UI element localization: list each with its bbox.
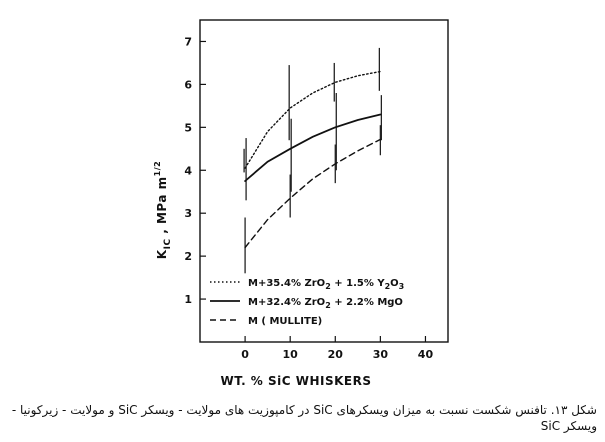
- y-tick-label: 7: [184, 35, 192, 48]
- legend-entry-part: 2: [325, 301, 331, 310]
- series-line-2: [244, 113, 382, 182]
- x-tick-label: 10: [283, 348, 299, 361]
- legend-entry-part: 2: [325, 282, 331, 291]
- y-axis-label-units: , MPa m: [155, 176, 169, 238]
- y-tick-label: 2: [184, 250, 192, 263]
- y-tick-label: 1: [184, 293, 192, 306]
- error-bars: [243, 47, 383, 274]
- legend-entry-1: M+35.4% ZrO2 + 1.5% Y2O3: [248, 278, 404, 291]
- legend-entry-part: + 1.5% Y: [331, 278, 386, 289]
- x-tick-label: 20: [328, 348, 344, 361]
- y-axis-label: KIC , MPa m1/2: [153, 161, 173, 259]
- figure-caption: شکل ۱۳. تافنس شکست نسبت به میزان ویسکرها…: [11, 403, 597, 433]
- plot-frame: [199, 19, 449, 343]
- legend-entry-part: 2: [385, 282, 391, 291]
- series-line-3: [244, 138, 382, 249]
- legend-entry-part: M+32.4% ZrO: [248, 297, 325, 308]
- x-tick-label: 0: [241, 348, 249, 361]
- y-axis-label-k: K: [155, 249, 169, 259]
- legend-entry-3: M ( MULLITE): [248, 316, 322, 327]
- y-tick-label: 6: [184, 78, 192, 91]
- legend-entry-part: 3: [399, 282, 405, 291]
- x-tick-label: 30: [373, 348, 389, 361]
- legend-entry-part: M ( MULLITE): [248, 316, 322, 327]
- legend-entry-part: + 2.2% MgO: [331, 297, 403, 308]
- y-tick-label: 5: [184, 121, 192, 134]
- legend-entry-2: M+32.4% ZrO2 + 2.2% MgO: [248, 297, 403, 310]
- y-axis-label-exponent: 1/2: [153, 161, 162, 177]
- x-tick-label: 40: [418, 348, 434, 361]
- y-tick-label: 3: [184, 207, 192, 220]
- series-curves: [244, 70, 382, 249]
- legend-entry-part: O: [390, 278, 399, 289]
- y-tick-label: 4: [184, 164, 192, 177]
- y-axis-label-subscript: IC: [163, 238, 173, 249]
- x-axis-label: WT. % SiC WHISKERS: [220, 374, 371, 388]
- legend-entry-part: M+35.4% ZrO: [248, 278, 325, 289]
